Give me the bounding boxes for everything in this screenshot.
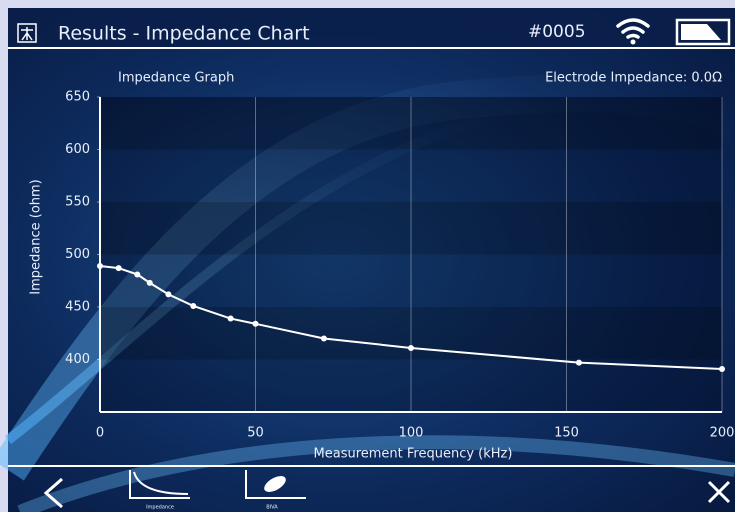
data-point — [97, 263, 103, 270]
y-tick-label: 400 — [65, 352, 90, 367]
wifi-icon — [616, 18, 650, 39]
plot-band — [100, 202, 722, 255]
y-axis-label: Impedance (ohm) — [29, 179, 44, 294]
device-id: #0005 — [528, 22, 586, 42]
x-tick-label: 0 — [96, 426, 104, 441]
x-tick-label: 50 — [247, 426, 264, 441]
header-bar — [8, 8, 735, 48]
y-tick-label: 650 — [65, 90, 90, 105]
data-point — [134, 271, 141, 278]
biva-ellipse — [264, 476, 286, 492]
x-tick-label: 200 — [710, 426, 735, 441]
plot: 400 450 500 550 600 650 0 50 100 150 200 — [65, 90, 734, 441]
swirl — [17, 435, 735, 516]
data-point — [190, 302, 197, 309]
header-title: Results - Impedance Chart — [58, 23, 310, 45]
annotation: Electrode Impedance: 0.0Ω — [545, 71, 722, 86]
data-point — [165, 291, 172, 298]
chart-title: Impedance Graph — [118, 71, 234, 86]
data-line — [99, 265, 723, 370]
battery-icon — [675, 18, 731, 46]
data-point — [115, 265, 122, 272]
x-tick-label: 100 — [399, 426, 424, 441]
app-icon-glyph — [21, 27, 33, 41]
y-tick-label: 550 — [65, 195, 90, 210]
app-icon — [17, 23, 37, 43]
close-button[interactable] — [707, 480, 731, 504]
button-label: BIVA — [266, 505, 278, 511]
data-point — [252, 320, 259, 327]
plot-area — [100, 97, 722, 412]
wifi-dot — [630, 39, 636, 45]
swirl — [0, 74, 735, 481]
battery-level — [681, 24, 721, 40]
x-axis-label: Measurement Frequency (kHz) — [314, 447, 513, 462]
data-point — [227, 315, 234, 322]
biva-icon — [245, 470, 306, 499]
swirl — [4, 105, 522, 444]
x-tick-label: 150 — [554, 426, 579, 441]
data-point — [575, 359, 582, 366]
data-point — [408, 344, 414, 351]
data-point — [719, 365, 725, 372]
plot-band — [100, 97, 722, 150]
y-tick-label: 500 — [65, 247, 90, 262]
biva-button[interactable]: BIVA — [245, 470, 306, 511]
impedance-button[interactable]: Impedance — [129, 470, 190, 511]
data-point — [320, 335, 327, 342]
impedance-icon — [129, 470, 190, 499]
back-button[interactable] — [43, 477, 63, 509]
data-point — [146, 279, 153, 286]
button-label: Impedance — [146, 505, 174, 511]
y-tick-label: 450 — [65, 300, 90, 315]
y-tick-label: 600 — [65, 142, 90, 157]
